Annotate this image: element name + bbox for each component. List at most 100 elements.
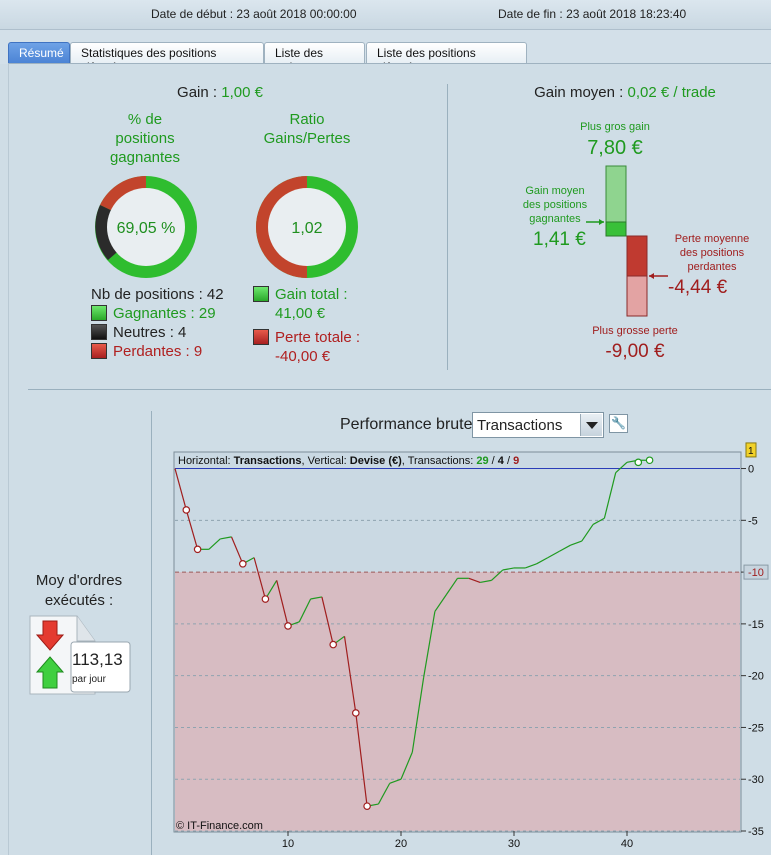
performance-select-value: Transactions bbox=[477, 417, 563, 434]
legend-neutres: Neutres : 4 bbox=[91, 323, 224, 342]
nb-positions: Nb de positions : 42 bbox=[91, 286, 224, 303]
line-segment bbox=[276, 580, 289, 627]
line-segment bbox=[490, 569, 504, 581]
line-segment bbox=[321, 596, 334, 645]
red-swatch bbox=[91, 343, 107, 359]
gain-moyen-line: Gain moyen : 0,02 € / trade bbox=[534, 84, 716, 101]
pct-value: 69,05 % bbox=[117, 220, 176, 237]
y-tick-label: -5 bbox=[748, 515, 758, 527]
wrench-icon[interactable]: 🔧 bbox=[609, 414, 628, 433]
line-segment bbox=[536, 557, 549, 565]
line-segment bbox=[603, 472, 617, 519]
date-range-bar: Date de début : 23 août 2018 00:00:00 Da… bbox=[0, 0, 771, 30]
performance-select[interactable]: Transactions bbox=[472, 412, 604, 438]
line-segment bbox=[343, 636, 357, 714]
black-swatch bbox=[91, 324, 107, 340]
trade-point bbox=[239, 560, 247, 568]
positions-legend: Nb de positions : 42 Gagnantes : 29 Neut… bbox=[91, 285, 224, 361]
end-date: Date de fin : 23 août 2018 18:23:40 bbox=[498, 7, 687, 21]
x-axis-ticks: 10 20 30 40 bbox=[282, 831, 633, 850]
line-segment bbox=[479, 579, 492, 584]
line-segment bbox=[310, 596, 323, 600]
line-segment bbox=[547, 550, 560, 559]
gridlines bbox=[175, 468, 740, 832]
arrow-down-icon bbox=[35, 620, 65, 651]
line-segment bbox=[525, 563, 537, 569]
plus-grosse-perte-label: Plus grosse perte bbox=[592, 325, 678, 337]
x-tick-label: 30 bbox=[508, 838, 520, 850]
orders-card-graphic bbox=[29, 615, 131, 695]
threshold-label: -10 bbox=[748, 567, 764, 579]
y-tick-label: -25 bbox=[748, 722, 764, 734]
start-date: Date de début : 23 août 2018 00:00:00 bbox=[151, 7, 357, 21]
horizontal-divider bbox=[28, 389, 771, 390]
pct-title: % de positions gagnantes bbox=[109, 111, 181, 166]
y-tick-label: -30 bbox=[748, 774, 764, 786]
line-segment bbox=[592, 517, 605, 525]
x-tick-label: 40 bbox=[621, 838, 633, 850]
gain-moyen-pos-label: Gain moyen des positions gagnantes bbox=[522, 185, 588, 225]
legend-perdantes: Perdantes : 9 bbox=[91, 342, 224, 361]
performance-label: Performance brute bbox=[340, 416, 473, 433]
line-segment bbox=[355, 712, 368, 807]
trade-point bbox=[193, 545, 202, 554]
gain-line: Gain : 1,00 € bbox=[177, 84, 263, 101]
moy-ordres-label: Moy d'ordres exécutés : bbox=[35, 572, 123, 609]
gain-total-legend: Gain total : 41,00 € bbox=[253, 285, 348, 323]
loss-avg-bar bbox=[626, 235, 648, 277]
line-segment bbox=[389, 778, 402, 784]
ratio-value: 1,02 bbox=[291, 220, 322, 237]
trade-point bbox=[182, 506, 191, 514]
top-marker-label: 1 bbox=[748, 446, 754, 457]
line-segment bbox=[445, 577, 458, 596]
ratio-donut: 1,02 bbox=[256, 176, 358, 278]
green-swatch bbox=[91, 305, 107, 321]
performance-line bbox=[174, 459, 650, 807]
trade-point bbox=[261, 595, 270, 603]
line-segment bbox=[174, 468, 187, 511]
y-tick-label: 0 bbox=[748, 464, 754, 476]
trade-point bbox=[634, 458, 643, 467]
line-segment bbox=[208, 538, 221, 550]
y-tick-label: -35 bbox=[748, 826, 764, 838]
plus-grosse-perte-value: -9,00 € bbox=[605, 341, 665, 362]
red-swatch bbox=[253, 329, 269, 345]
line-segment bbox=[400, 752, 413, 780]
line-segment bbox=[230, 536, 244, 565]
plus-gros-gain-value: 7,80 € bbox=[587, 137, 643, 159]
left-column-divider bbox=[151, 411, 152, 855]
tab-liste-positions[interactable]: Liste des positions clôturées bbox=[366, 42, 527, 74]
threshold-label-box bbox=[743, 564, 769, 580]
arrow-up-icon bbox=[35, 656, 65, 689]
line-segment bbox=[615, 461, 628, 474]
perte-moyenne-label: Perte moyenne des positions perdantes bbox=[674, 233, 750, 273]
trade-point bbox=[645, 456, 654, 465]
section-divider bbox=[447, 84, 448, 370]
top-marker-box bbox=[745, 442, 757, 458]
line-segment bbox=[468, 577, 481, 584]
gain-loss-bars bbox=[586, 165, 668, 317]
line-segment bbox=[558, 544, 571, 552]
trade-point bbox=[329, 640, 338, 649]
y-tick-label: -15 bbox=[748, 619, 764, 631]
perte-moyenne-value: -4,44 € bbox=[668, 277, 728, 298]
legend-gagnantes: Gagnantes : 29 bbox=[91, 304, 224, 323]
line-segment bbox=[298, 598, 312, 623]
y-axis-ticks: 0 -5 -15 -20 -25 -30 -35 -10 1 bbox=[741, 442, 769, 838]
chevron-down-icon[interactable] bbox=[580, 414, 602, 436]
chart-header: Horizontal: Transactions, Vertical: Devi… bbox=[178, 455, 519, 467]
loss-zone bbox=[175, 571, 740, 831]
plus-gros-gain-label: Plus gros gain bbox=[580, 121, 650, 133]
x-tick-label: 10 bbox=[282, 838, 294, 850]
line-segment bbox=[411, 677, 425, 753]
x-tick-label: 20 bbox=[395, 838, 407, 850]
moy-unit: par jour bbox=[72, 674, 106, 685]
line-segment bbox=[377, 783, 391, 805]
trade-point bbox=[284, 622, 292, 630]
trade-point bbox=[351, 709, 360, 717]
tab-resume[interactable]: Résumé bbox=[8, 42, 70, 64]
line-segment bbox=[502, 567, 515, 571]
trade-point bbox=[363, 802, 371, 810]
perte-totale-legend: Perte totale : -40,00 € bbox=[253, 328, 360, 366]
watermark: © IT-Finance.com bbox=[176, 820, 263, 832]
